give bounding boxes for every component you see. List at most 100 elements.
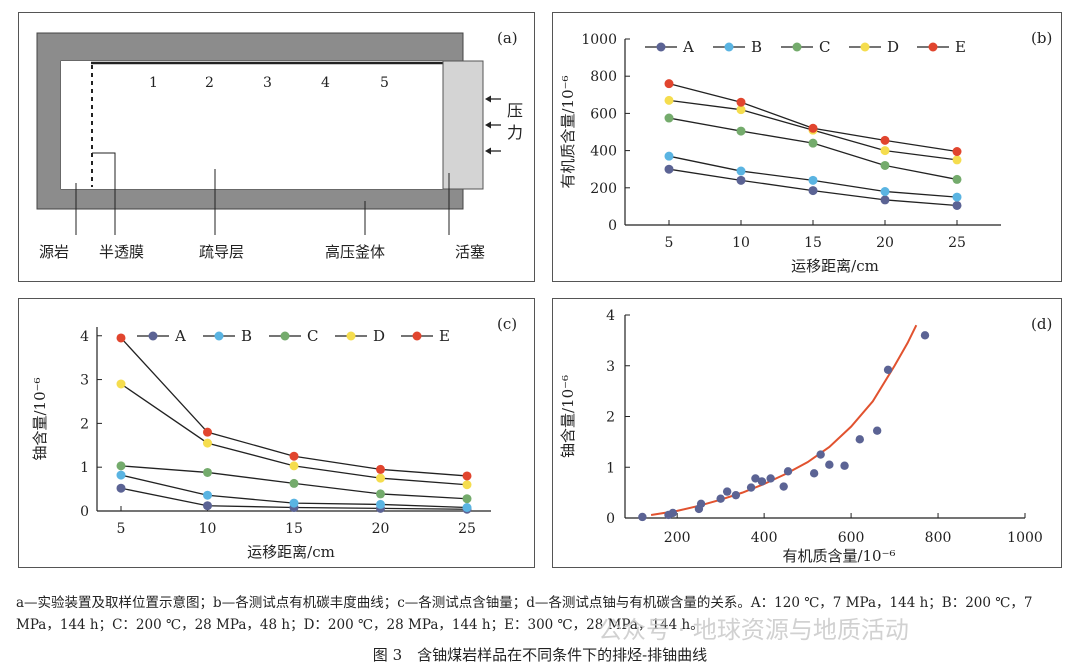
chart-c-svg: (c) 铀含量/10⁻⁶ 运移距离/cm 0 1 2 3 4 5 10 15 20 25 A B C D E xyxy=(31,315,517,561)
chart-b-series-C-point xyxy=(880,160,890,170)
chart-d-data-point xyxy=(920,331,930,340)
chart-c-series-B-point xyxy=(203,490,212,500)
chart-b-x-tick-label: 15 xyxy=(804,235,822,251)
chart-c-series-E-point xyxy=(203,427,212,437)
chart-b-y-tick-label: 200 xyxy=(590,181,617,197)
chart-b-legend-marker-B xyxy=(724,42,734,52)
chart-c-series-A-point xyxy=(116,483,126,493)
chart-b-x-tick-label: 10 xyxy=(732,235,750,251)
chart-c-x-tick-label: 10 xyxy=(199,521,217,537)
chart-c-series-D-point xyxy=(462,480,472,490)
chart-d-data-point xyxy=(757,477,767,486)
chart-b-series-B-point xyxy=(736,166,746,176)
chart-c-series-B-point xyxy=(116,470,126,480)
chart-c-series-A-point xyxy=(203,501,212,511)
panel-a-tag: (a) xyxy=(497,29,518,47)
sample-position-2: 2 xyxy=(205,75,214,91)
chart-b-legend-marker-D xyxy=(860,42,870,52)
chart-c-legend-label-A: A xyxy=(174,327,186,345)
chart-b-legend-marker-E xyxy=(928,42,938,52)
apparatus-svg: (a) 1 2 3 4 5 压 力 源岩 半透膜 疏导层 高压釜体 活塞 xyxy=(36,29,523,261)
chart-b-series-E-point xyxy=(664,79,674,89)
label-source-rock: 源岩 xyxy=(39,243,69,261)
chart-b-series-D-point xyxy=(664,95,674,105)
chart-b-series-E-point xyxy=(808,123,818,133)
label-vessel: 高压釜体 xyxy=(325,243,385,261)
chart-d-y-tick-label: 0 xyxy=(606,511,615,527)
chart-c-series-C-point xyxy=(462,494,472,504)
label-piston: 活塞 xyxy=(455,243,485,261)
chart-c-legend-label-E: E xyxy=(439,327,450,345)
piston xyxy=(442,60,484,190)
chart-d-data-point xyxy=(731,490,741,500)
chart-b-legend-label-B: B xyxy=(751,38,762,56)
chart-d-data-point xyxy=(783,467,793,476)
chart-c-y-tick-label: 4 xyxy=(80,329,89,345)
chart-c-series-B-point xyxy=(462,502,472,512)
chart-c-series-C-point xyxy=(116,461,126,471)
chart-c-y-tick-label: 0 xyxy=(80,504,89,520)
vessel-cavity xyxy=(61,61,445,189)
chart-b-legend-marker-A xyxy=(656,42,666,52)
chart-c-series-C-point xyxy=(376,489,385,499)
chart-c-x-tick-label: 5 xyxy=(117,521,126,537)
sample-position-3: 3 xyxy=(263,75,272,91)
pressure-label-2: 力 xyxy=(507,123,523,142)
chart-d-data-point xyxy=(668,508,678,518)
chart-c-series-D-point xyxy=(203,438,212,448)
chart-b-series-A-point xyxy=(880,195,890,205)
chart-d-data-point xyxy=(825,460,834,469)
chart-c-legend-marker-A xyxy=(148,331,158,341)
chart-b-legend-label-E: E xyxy=(955,38,966,56)
chart-c-series-B-point xyxy=(289,498,299,508)
watermark: 公众号 · 地球资源与地质活动 xyxy=(598,616,909,644)
chart-d-x-tick-label: 400 xyxy=(751,530,778,546)
chart-b-series-C-point xyxy=(664,113,674,123)
chart-b-series-B-point xyxy=(952,192,962,202)
sample-position-1: 1 xyxy=(149,75,158,91)
chart-c-series-B-point xyxy=(376,499,385,509)
chart-c-series-C-point xyxy=(203,467,212,477)
chart-c-y-tick-label: 3 xyxy=(80,373,89,389)
chart-b-series-C-point xyxy=(952,174,962,184)
chart-b-series-B-point xyxy=(880,187,890,197)
chart-d-data-point xyxy=(746,483,756,492)
chart-c-series-D-point xyxy=(376,473,385,483)
chart-b-y-tick-label: 800 xyxy=(590,69,617,85)
chart-d-data-point xyxy=(883,365,893,375)
chart-b-series-E-point xyxy=(736,97,746,107)
pressure-arrows xyxy=(485,95,501,155)
chart-d-data-point xyxy=(872,426,882,435)
sample-position-4: 4 xyxy=(321,75,330,91)
chart-d-data-point xyxy=(855,435,864,444)
panel-b-organic-matter-chart: (b) 有机质含量/10⁻⁶ 运移距离/cm 0 200 400 600 800 1000 5 1… xyxy=(552,12,1062,282)
chart-d-y-tick-label: 3 xyxy=(606,359,615,375)
chart-b-series-D-point xyxy=(736,105,746,115)
chart-d-y-axis-label: 铀含量/10⁻⁶ xyxy=(559,375,577,458)
chart-d-x-tick-label: 1000 xyxy=(1007,530,1043,546)
chart-b-series-C-point xyxy=(808,138,818,148)
chart-b-x-tick-label: 25 xyxy=(948,235,966,251)
chart-c-legend-label-B: B xyxy=(241,327,252,345)
chart-b-series-B-point xyxy=(664,151,674,161)
chart-c-legend-marker-C xyxy=(280,331,290,341)
chart-b-y-tick-label: 1000 xyxy=(581,32,617,48)
chart-b-legend-label-D: D xyxy=(887,38,899,56)
chart-c-y-tick-label: 1 xyxy=(80,460,89,476)
chart-d-data-point xyxy=(840,461,849,470)
label-carrier-layer: 疏导层 xyxy=(199,243,244,261)
panel-c-uranium-chart: (c) 铀含量/10⁻⁶ 运移距离/cm 0 1 2 3 4 5 10 15 20 25 A B C D E xyxy=(18,298,535,568)
chart-d-y-tick-label: 1 xyxy=(606,460,615,476)
chart-b-x-axis-label: 运移距离/cm xyxy=(791,257,879,275)
chart-d-data-point xyxy=(696,499,706,508)
chart-c-series-D-point xyxy=(116,379,126,389)
chart-b-series-A-point xyxy=(808,186,818,196)
panel-d-uranium-vs-organic-chart: (d) 铀含量/10⁻⁶ 有机质含量/10⁻⁶ 0 1 2 3 4 200 400 600 800 1… xyxy=(552,298,1062,568)
panel-c-tag: (c) xyxy=(497,315,517,333)
chart-c-series-E-point xyxy=(462,471,472,481)
chart-b-series-E-point xyxy=(880,135,890,145)
chart-b-series-D-point xyxy=(880,146,890,156)
figure-caption: 图 3 含铀煤岩样品在不同条件下的排烃-排铀曲线 xyxy=(372,646,708,664)
figure-notes: a—实验装置及取样位置示意图；b—各测试点有机碳丰度曲线；c—各测试点含铀量；d… xyxy=(16,595,1033,633)
chart-d-data-point xyxy=(722,487,732,496)
